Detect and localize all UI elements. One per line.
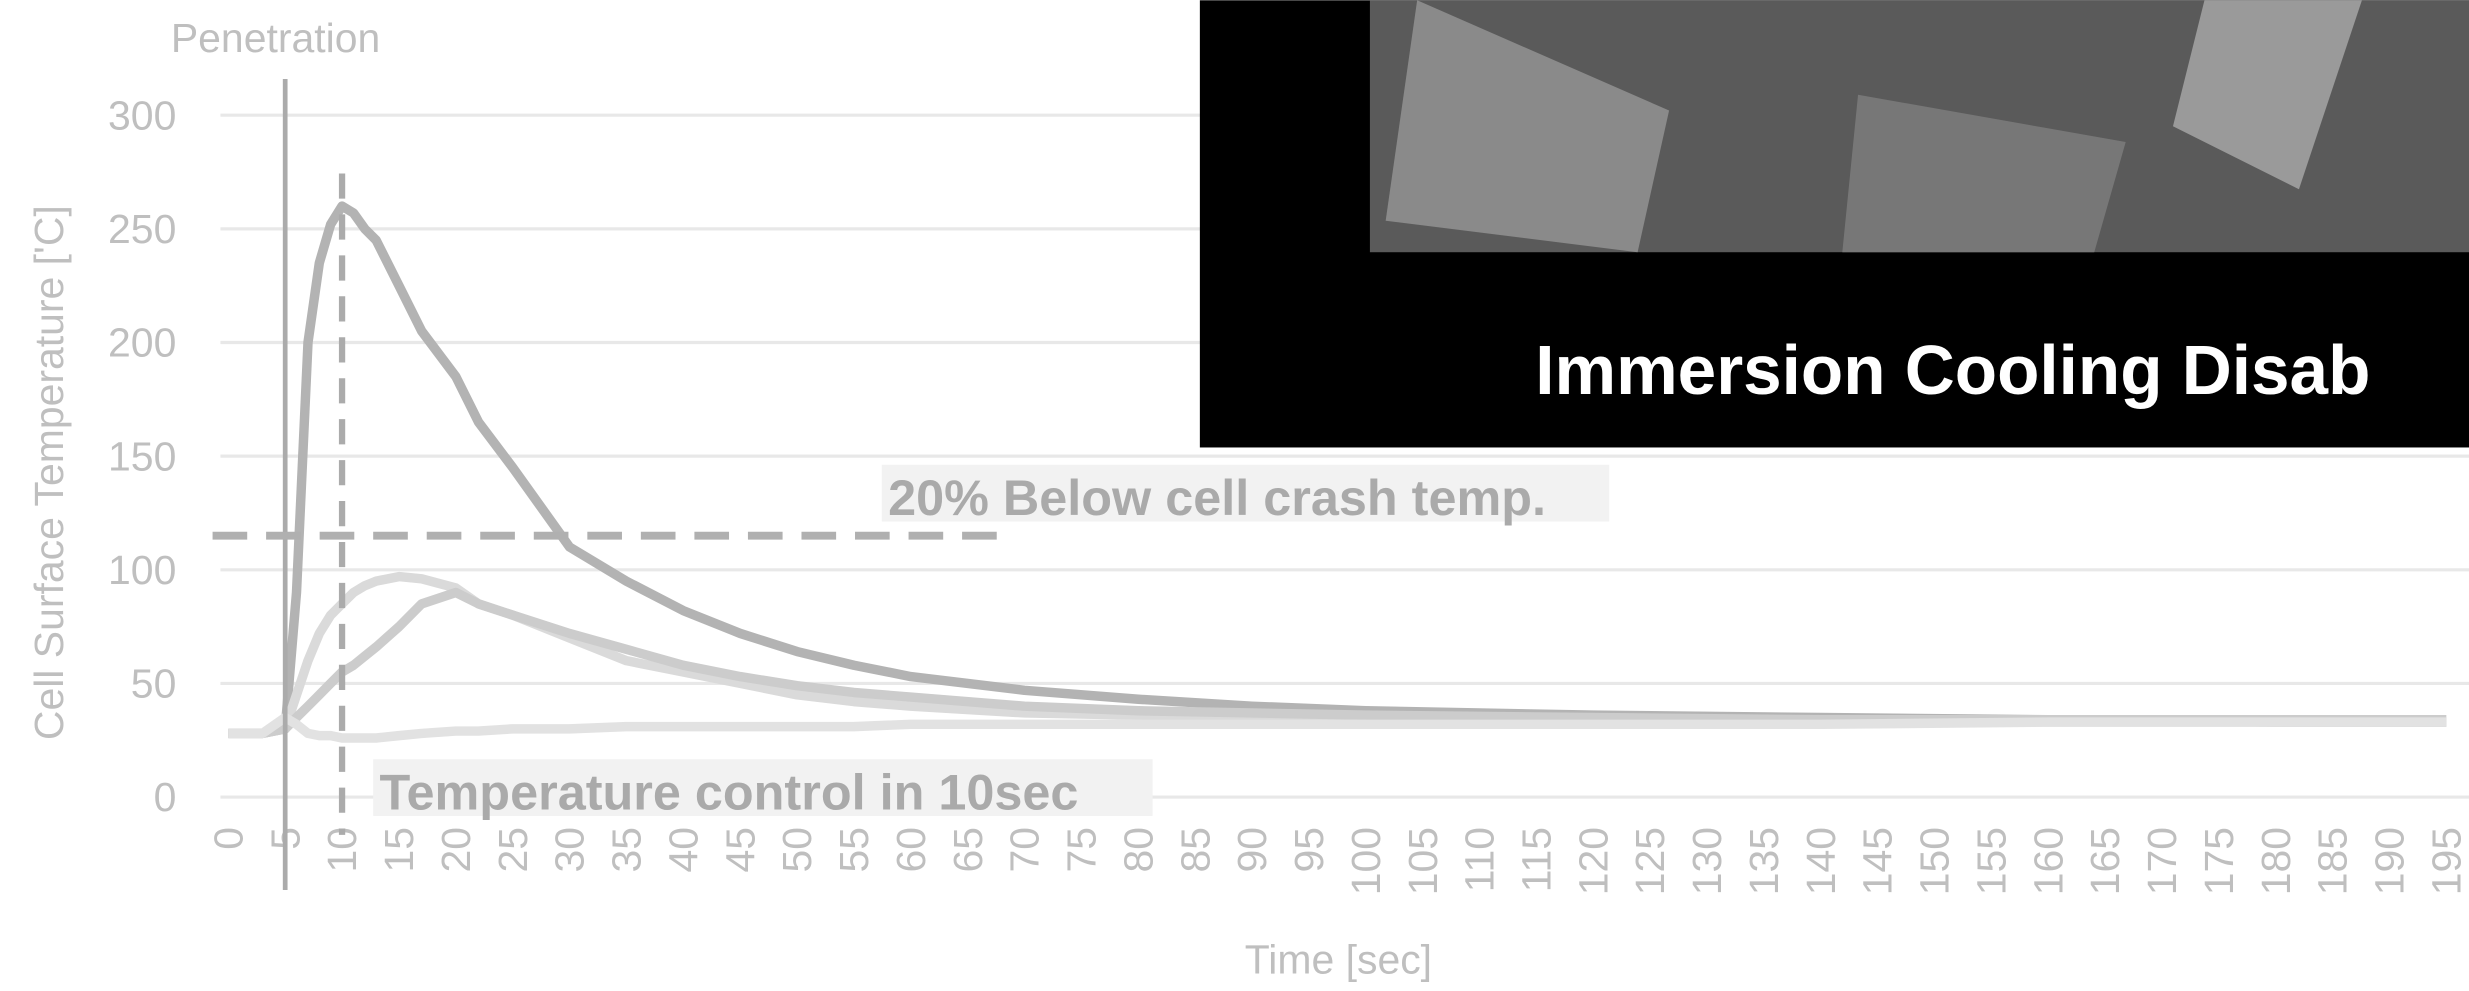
x-tick-label: 90 <box>1229 827 1275 873</box>
x-axis-label: Time [sec] <box>1245 936 1432 982</box>
data-line <box>228 718 2446 738</box>
x-tick-label: 115 <box>1514 827 1560 892</box>
x-tick-label: 160 <box>2025 827 2071 895</box>
y-tick-label: 300 <box>108 92 176 138</box>
x-tick-label: 170 <box>2139 827 2185 895</box>
x-tick-label: 15 <box>376 827 422 873</box>
x-tick-label: 65 <box>945 827 991 873</box>
x-tick-label: 60 <box>888 827 934 873</box>
x-tick-label: 30 <box>547 827 593 873</box>
x-tick-label: 100 <box>1343 827 1389 895</box>
chart: 0501001502002503000510152025303540455055… <box>0 0 2469 991</box>
x-tick-label: 125 <box>1627 827 1673 895</box>
x-tick-label: 50 <box>774 827 820 873</box>
x-tick-label: 165 <box>2082 827 2128 895</box>
y-tick-label: 50 <box>131 661 177 707</box>
x-tick-label: 45 <box>717 827 763 873</box>
x-tick-label: 120 <box>1570 827 1616 895</box>
annotation: Penetration <box>171 15 380 61</box>
x-tick-label: 40 <box>660 827 706 873</box>
x-tick-label: 20 <box>433 827 479 873</box>
x-tick-label: 185 <box>2310 827 2356 895</box>
x-tick-label: 110 <box>1457 827 1503 892</box>
x-tick-label: 105 <box>1400 827 1446 895</box>
x-tick-label: 80 <box>1115 827 1161 873</box>
x-tick-label: 155 <box>1968 827 2014 895</box>
x-tick-label: 0 <box>205 827 251 850</box>
y-tick-label: 250 <box>108 206 176 252</box>
x-tick-label: 25 <box>490 827 536 873</box>
x-tick-label: 70 <box>1002 827 1048 873</box>
x-tick-label: 180 <box>2253 827 2299 895</box>
x-tick-label: 140 <box>1798 827 1844 895</box>
y-axis-label: Cell Surface Temperature ['C] <box>26 205 72 740</box>
x-tick-label: 135 <box>1741 827 1787 895</box>
x-tick-label: 150 <box>1912 827 1958 895</box>
annotation: Temperature control in 10sec <box>379 764 1078 821</box>
x-tick-label: 145 <box>1855 827 1901 895</box>
inset-caption: Immersion Cooling Disab <box>1535 331 2370 409</box>
inset-photo: Immersion Cooling Disab <box>1200 0 2469 447</box>
y-tick-label: 150 <box>108 433 176 479</box>
annotation: 20% Below cell crash temp. <box>888 469 1546 526</box>
data-line <box>228 592 2446 733</box>
x-tick-label: 75 <box>1059 827 1105 873</box>
y-tick-label: 200 <box>108 320 176 366</box>
page: 0501001502002503000510152025303540455055… <box>0 0 2469 991</box>
x-tick-label: 95 <box>1286 827 1332 873</box>
y-tick-label: 0 <box>154 774 177 820</box>
x-tick-label: 85 <box>1172 827 1218 873</box>
x-tick-label: 195 <box>2423 827 2469 895</box>
x-tick-label: 175 <box>2196 827 2242 895</box>
x-tick-label: 130 <box>1684 827 1730 895</box>
x-tick-label: 190 <box>2367 827 2413 895</box>
x-tick-label: 35 <box>604 827 650 873</box>
y-tick-label: 100 <box>108 547 176 593</box>
x-tick-label: 55 <box>831 827 877 873</box>
